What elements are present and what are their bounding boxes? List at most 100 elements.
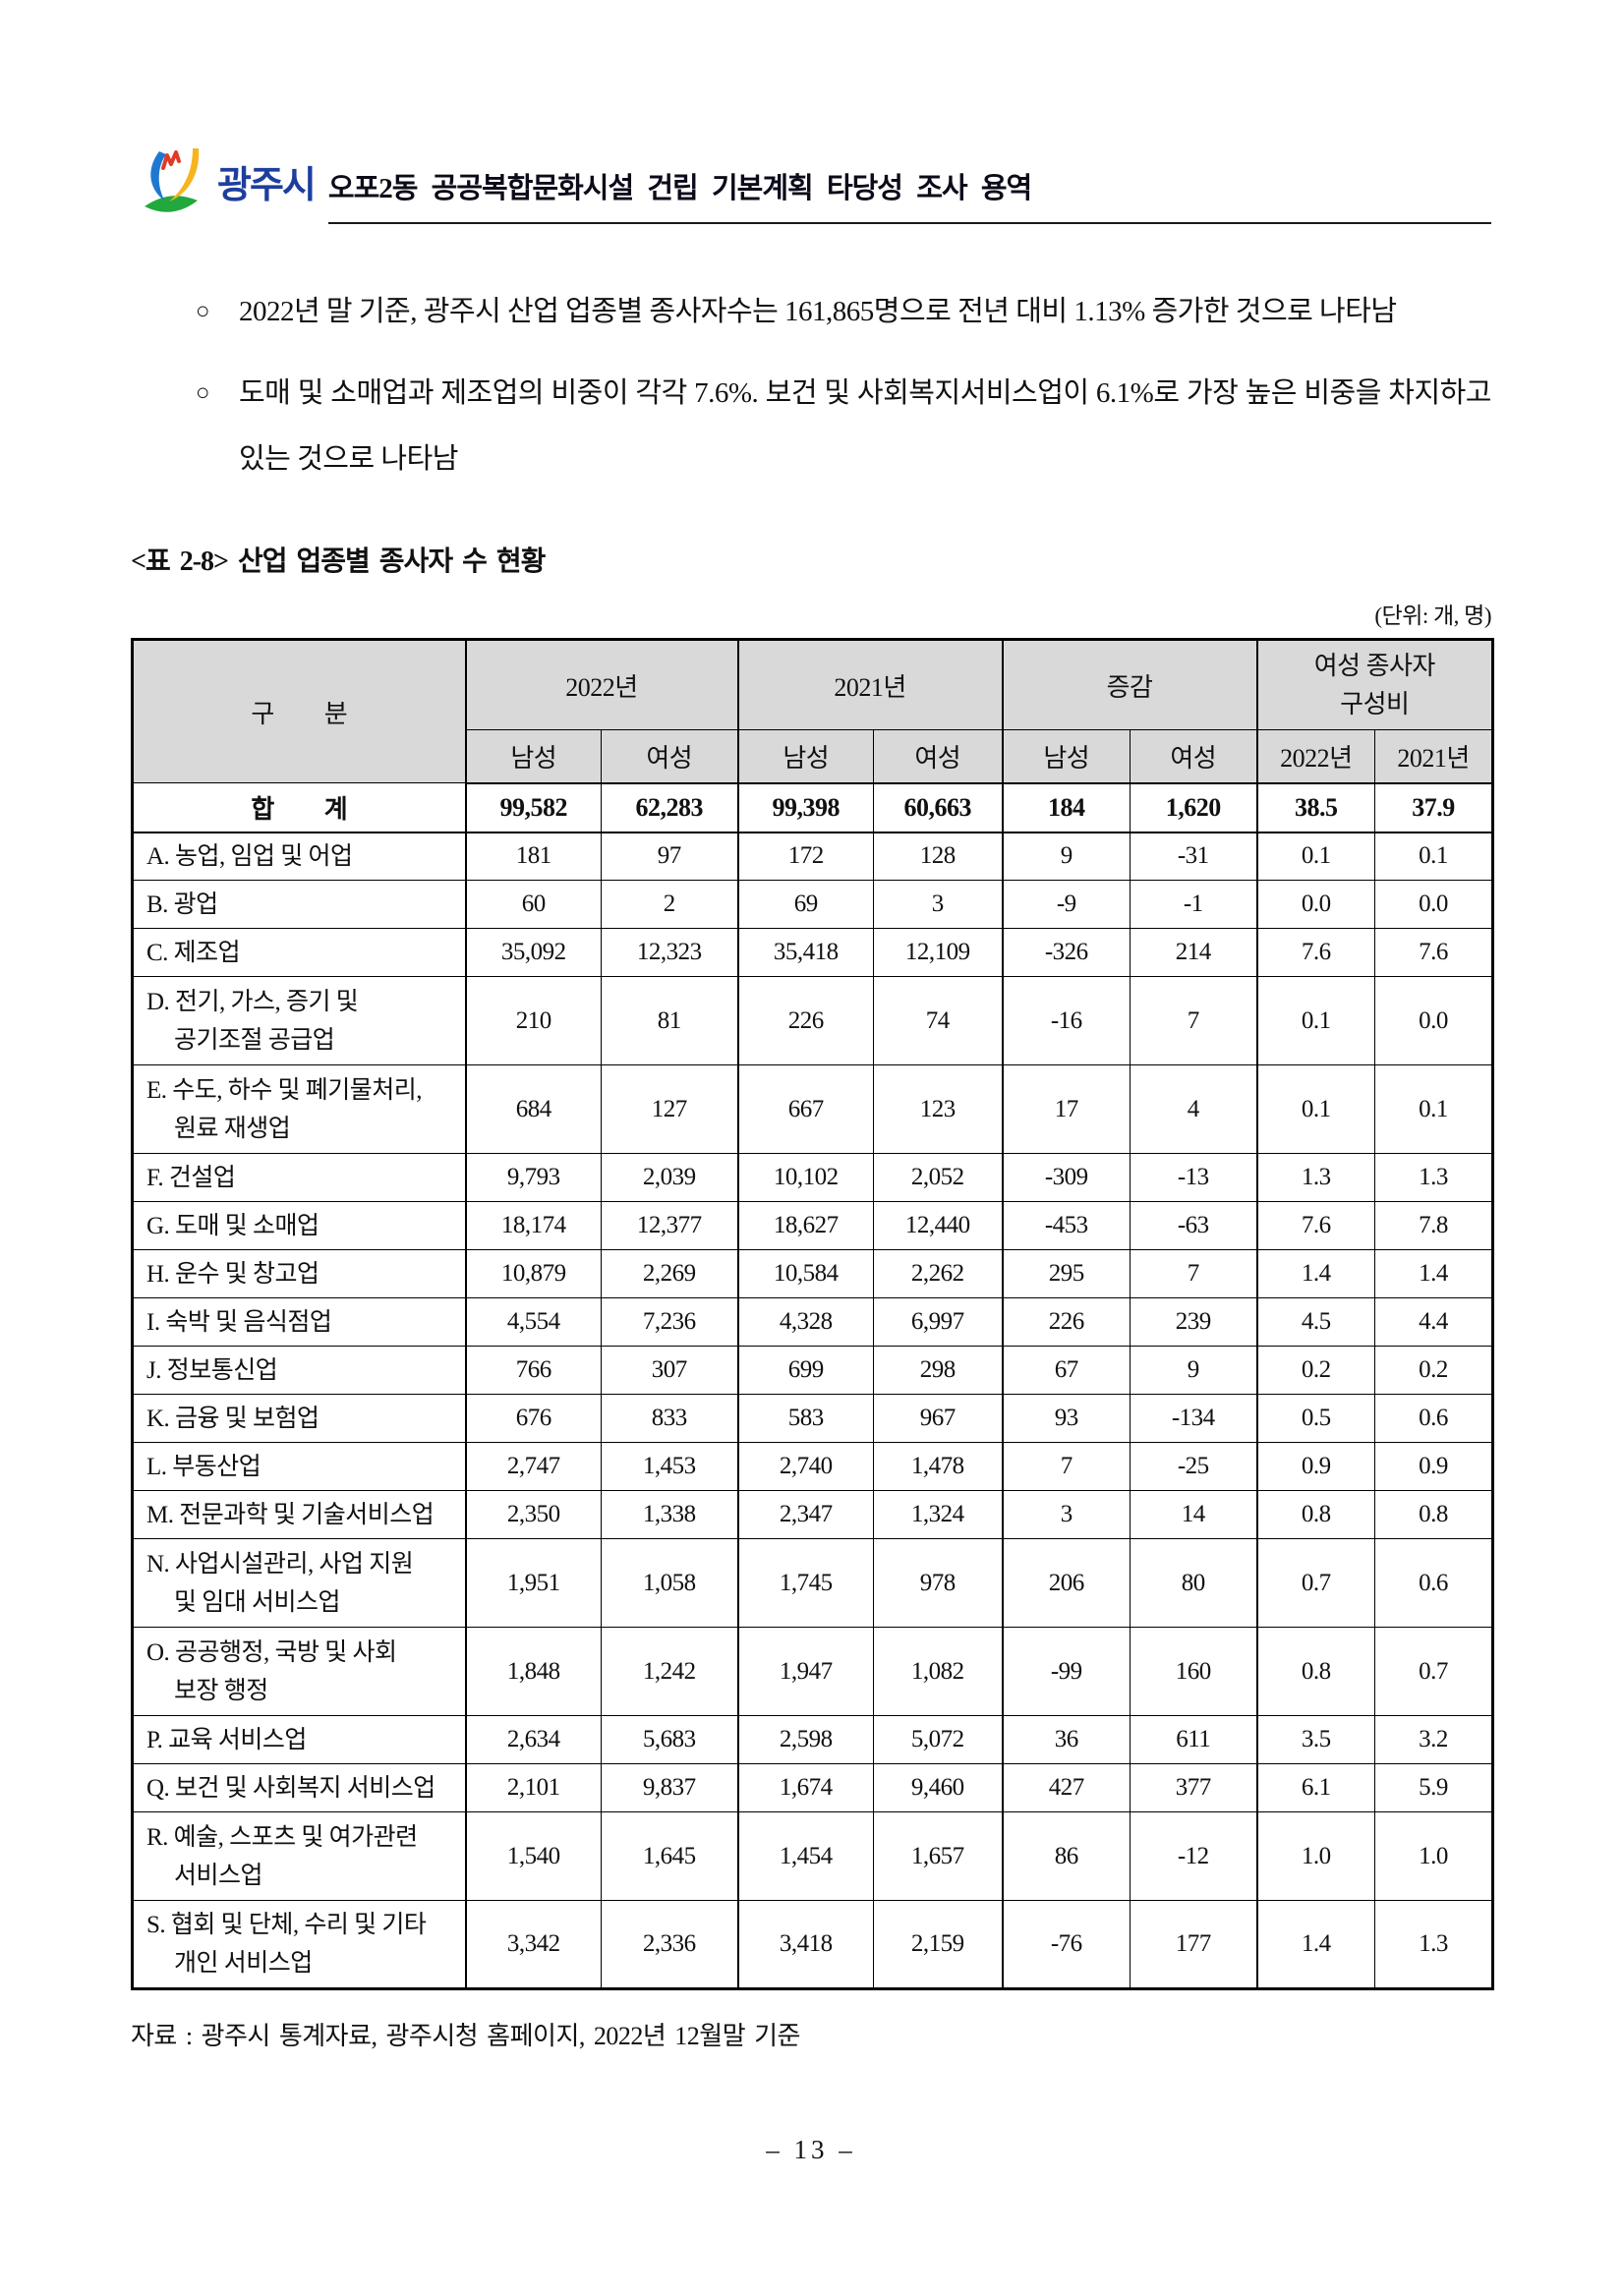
row-label-cell: J. 정보통신업 — [132, 1346, 466, 1395]
value-cell: 0.6 — [1374, 1538, 1494, 1628]
value-cell: 2,740 — [736, 1442, 875, 1491]
sub-header-male: 남성 — [464, 729, 602, 784]
value-cell: 0.1 — [1255, 832, 1376, 881]
summary-bullets: ○ 2022년 말 기준, 광주시 산업 업종별 종사자수는 161,865명으… — [131, 279, 1492, 492]
value-cell: 226 — [1001, 1297, 1131, 1347]
value-cell: -453 — [1001, 1201, 1131, 1250]
value-cell: 81 — [600, 976, 739, 1065]
row-label-line2: 보장 행정 — [174, 1677, 268, 1704]
value-cell: 86 — [1001, 1811, 1131, 1901]
value-cell: 2,634 — [464, 1715, 602, 1764]
sub-header-male: 남성 — [736, 729, 875, 784]
sub-header-male: 남성 — [1001, 729, 1131, 784]
row-label-cell: C. 제조업 — [132, 928, 466, 977]
row-label-line1: I. 숙박 및 음식점업 — [146, 1308, 332, 1336]
value-cell: 2,052 — [873, 1153, 1004, 1202]
table-row: L. 부동산업 2,747 1,453 2,740 1,478 7 -25 0.9 0.9 — [132, 1442, 1494, 1491]
row-label-cell: P. 교육 서비스업 — [132, 1715, 466, 1764]
value-cell: 3 — [873, 880, 1004, 929]
value-cell: -9 — [1001, 880, 1131, 929]
circle-bullet-icon: ○ — [196, 299, 210, 324]
value-cell: 93 — [1001, 1394, 1131, 1443]
value-cell: 9 — [1001, 832, 1131, 881]
value-cell: 1,082 — [873, 1627, 1004, 1716]
value-cell: -25 — [1130, 1442, 1258, 1491]
value-cell: 1,947 — [736, 1627, 875, 1716]
value-cell: 4.4 — [1374, 1297, 1494, 1347]
bullet-text: 도매 및 소매업과 제조업의 비중이 각각 7.6%. 보건 및 사회복지서비스… — [239, 377, 1492, 475]
value-cell: 7.8 — [1374, 1201, 1494, 1250]
row-label-cell: R. 예술, 스포츠 및 여가관련 서비스업 — [132, 1811, 466, 1901]
value-cell: 2,269 — [600, 1249, 739, 1298]
value-cell: 12,377 — [600, 1201, 739, 1250]
value-cell: 0.0 — [1374, 976, 1494, 1065]
value-cell: -16 — [1001, 976, 1131, 1065]
row-label-line2: 및 임대 서비스업 — [174, 1588, 341, 1616]
row-label-line1: P. 교육 서비스업 — [146, 1726, 307, 1753]
value-cell: 1.3 — [1255, 1153, 1376, 1202]
gwangju-city-logo-icon — [145, 148, 200, 212]
value-cell: 3 — [1001, 1490, 1131, 1539]
value-cell: 1,745 — [736, 1538, 875, 1628]
value-cell: 10,584 — [736, 1249, 875, 1298]
bullet-item: ○ 2022년 말 기준, 광주시 산업 업종별 종사자수는 161,865명으… — [196, 279, 1491, 345]
value-cell: 1,454 — [736, 1811, 875, 1901]
value-cell: 67 — [1001, 1346, 1131, 1395]
value-cell: -326 — [1001, 928, 1131, 977]
col-header-category: 구 분 — [132, 639, 466, 783]
row-label-line1: G. 도매 및 소매업 — [146, 1212, 319, 1239]
value-cell: 14 — [1130, 1490, 1258, 1539]
document-page: 광주시 오포2동 공공복합문화시설 건립 기본계획 타당성 조사 용역 ○ 20… — [131, 148, 1495, 2164]
table-row: R. 예술, 스포츠 및 여가관련 서비스업 1,540 1,645 1,454 1,… — [132, 1811, 1494, 1901]
row-label-line1: F. 건설업 — [146, 1164, 236, 1191]
value-cell: -63 — [1130, 1201, 1258, 1250]
value-cell: 9,793 — [464, 1153, 602, 1202]
value-cell: 2,336 — [600, 1900, 739, 1989]
row-label-cell: B. 광업 — [132, 880, 466, 929]
value-cell: 9 — [1130, 1346, 1258, 1395]
table-row: G. 도매 및 소매업 18,174 12,377 18,627 12,440 -453… — [132, 1201, 1494, 1250]
value-cell: 4,554 — [464, 1297, 602, 1347]
row-label-line2: 공기조절 공급업 — [174, 1026, 335, 1054]
value-cell: 0.6 — [1374, 1394, 1494, 1443]
table-row: J. 정보통신업 766 307 699 298 67 9 0.2 0.2 — [132, 1346, 1494, 1395]
value-cell: 0.2 — [1374, 1346, 1494, 1395]
value-cell: 2,039 — [600, 1153, 739, 1202]
value-cell: 177 — [1130, 1900, 1258, 1989]
value-cell: 5,072 — [873, 1715, 1004, 1764]
value-cell: 676 — [464, 1394, 602, 1443]
value-cell: 611 — [1130, 1715, 1258, 1764]
value-cell: 127 — [600, 1064, 739, 1154]
row-label-cell: N. 사업시설관리, 사업 지원 및 임대 서비스업 — [132, 1538, 466, 1628]
row-label-cell: O. 공공행정, 국방 및 사회 보장 행정 — [132, 1627, 466, 1716]
value-cell: 4,328 — [736, 1297, 875, 1347]
value-cell: 766 — [464, 1346, 602, 1395]
value-cell: 9,460 — [873, 1763, 1004, 1812]
value-cell: 74 — [873, 976, 1004, 1065]
value-cell: 36 — [1001, 1715, 1131, 1764]
row-label-line1: Q. 보건 및 사회복지 서비스업 — [146, 1774, 435, 1802]
value-cell: 37.9 — [1374, 782, 1494, 833]
city-logo-text: 광주시 — [217, 164, 317, 206]
value-cell: 18,174 — [464, 1201, 602, 1250]
total-label-cell: 합 계 — [132, 782, 466, 833]
value-cell: 123 — [873, 1064, 1004, 1154]
row-label-line1: D. 전기, 가스, 증기 및 — [146, 988, 359, 1015]
value-cell: 181 — [464, 832, 602, 881]
value-cell: 4.5 — [1255, 1297, 1376, 1347]
row-label-cell: M. 전문과학 및 기술서비스업 — [132, 1490, 466, 1539]
table-row: Q. 보건 및 사회복지 서비스업 2,101 9,837 1,674 9,460 42… — [132, 1763, 1494, 1812]
value-cell: 0.2 — [1255, 1346, 1376, 1395]
row-label-line1: J. 정보통신업 — [146, 1356, 278, 1384]
row-label-cell: L. 부동산업 — [132, 1442, 466, 1491]
value-cell: 2,262 — [873, 1249, 1004, 1298]
value-cell: 0.1 — [1255, 976, 1376, 1065]
value-cell: 3,342 — [464, 1900, 602, 1989]
value-cell: 978 — [873, 1538, 1004, 1628]
table-row: S. 협회 및 단체, 수리 및 기타 개인 서비스업 3,342 2,336 3,… — [132, 1900, 1494, 1989]
sub-header-2021: 2021년 — [1374, 729, 1494, 784]
row-label-line1: A. 농업, 임업 및 어업 — [146, 842, 353, 870]
table-row: K. 금융 및 보험업 676 833 583 967 93 -134 0.5 0.6 — [132, 1394, 1494, 1443]
value-cell: -134 — [1130, 1394, 1258, 1443]
table-row: A. 농업, 임업 및 어업 181 97 172 128 9 -31 0.1 0.1 — [132, 832, 1494, 881]
